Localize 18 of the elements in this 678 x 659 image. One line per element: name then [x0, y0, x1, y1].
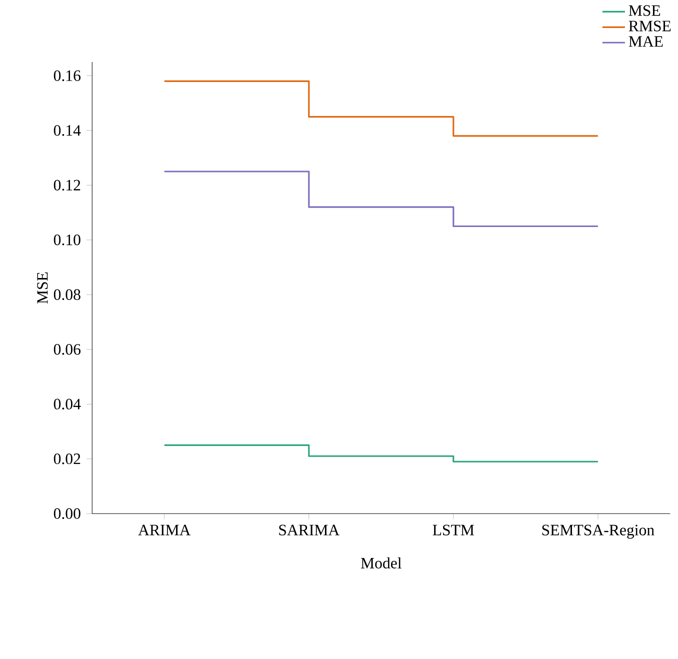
x-tick-label: SARIMA — [279, 524, 340, 536]
y-tick-label: 0.12 — [54, 180, 80, 190]
y-tick-label: 0.14 — [54, 124, 81, 136]
y-axis-title: MSE — [37, 272, 48, 304]
legend-label: MAE — [628, 36, 663, 46]
y-tick-label: 0.06 — [54, 344, 81, 355]
y-tick-label: 0.00 — [54, 508, 80, 519]
y-tick-label: 0.02 — [54, 453, 80, 464]
x-axis-title: Model — [360, 557, 402, 568]
x-tick-label: SEMTSA-Region — [542, 524, 654, 538]
y-tick-label: 0.08 — [54, 289, 80, 300]
legend-label: RMSE — [628, 20, 671, 32]
y-tick-label: 0.16 — [54, 70, 81, 81]
x-tick-label: LSTM — [432, 524, 474, 536]
x-tick-label: ARIMA — [138, 524, 191, 536]
y-tick-label: 0.10 — [54, 234, 80, 246]
y-tick-label: 0.04 — [54, 398, 81, 410]
legend-label: MSE — [628, 5, 660, 16]
